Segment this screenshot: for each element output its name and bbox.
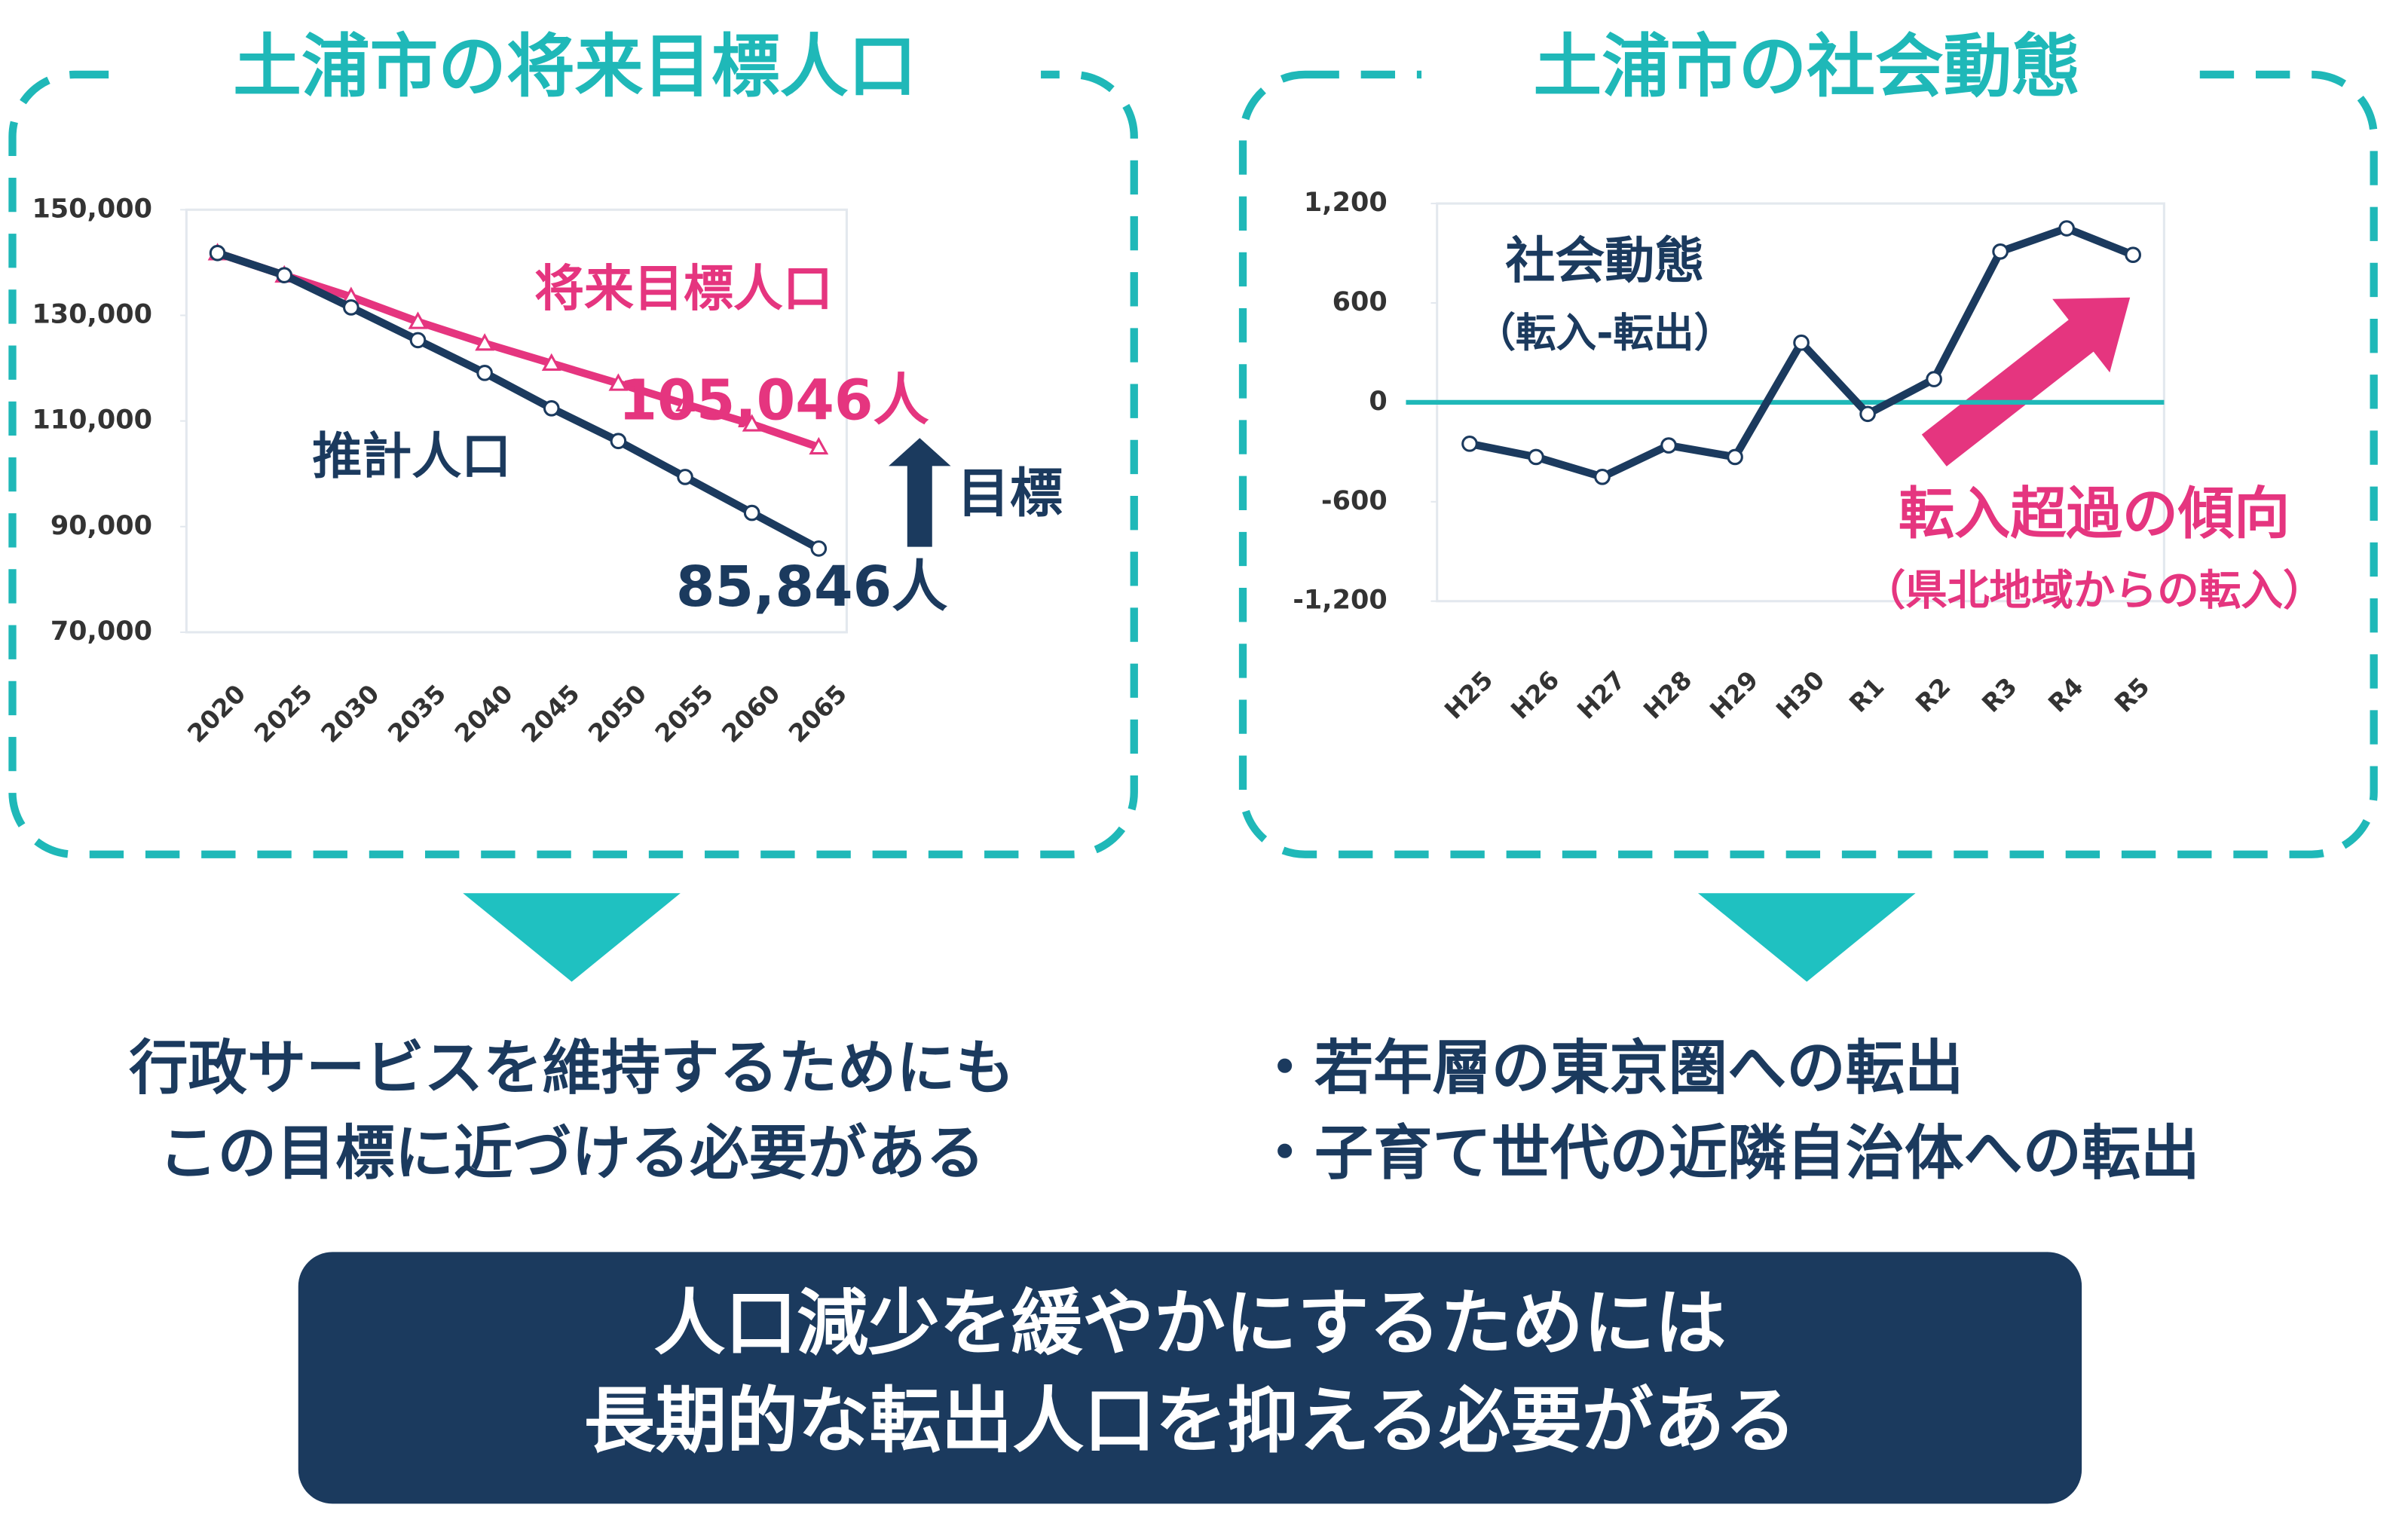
- x-tick-label: 2055: [649, 679, 718, 748]
- note-item: ・子育て世代の近隣自治体への転出: [1256, 1119, 2200, 1188]
- x-tick-label: 2035: [382, 679, 451, 748]
- point-marker: [276, 267, 293, 284]
- title-backdrop: [109, 31, 1042, 118]
- panel-border: [8, 70, 1138, 858]
- title-backdrop: [1421, 31, 2198, 118]
- point-marker: [1461, 436, 1478, 452]
- conclusion-box: [298, 1252, 2082, 1504]
- series-line: [216, 249, 820, 451]
- note-line: 行政サービスを維持するためにも: [129, 1034, 1014, 1103]
- point-marker: [1660, 437, 1677, 454]
- point-marker: [343, 299, 360, 316]
- point-marker: [1793, 334, 1810, 351]
- y-tick-label: -1,200: [1293, 585, 1387, 616]
- point-marker: [809, 436, 829, 455]
- point-marker: [608, 373, 629, 391]
- x-tick-label: 2040: [448, 679, 518, 748]
- point-marker: [1594, 469, 1611, 485]
- y-tick-label: 70,000: [50, 616, 152, 647]
- x-tick-label: H25: [1439, 665, 1499, 725]
- point-marker: [209, 244, 226, 261]
- point-marker: [408, 311, 428, 329]
- point-marker: [810, 540, 828, 557]
- x-tick-label: R1: [1843, 671, 1890, 718]
- point-marker: [2058, 220, 2075, 237]
- conclusion-line: 人口減少を緩やかにするためには: [653, 1282, 1726, 1365]
- series-label: 社会動態: [1505, 231, 1704, 289]
- down-arrow: [463, 893, 681, 982]
- annotation: 目標: [957, 463, 1063, 525]
- x-tick-label: H26: [1505, 665, 1565, 725]
- chart-subtitle: （転入-転出）: [1475, 309, 1734, 356]
- x-tick-label: H29: [1704, 665, 1764, 725]
- x-tick-label: R2: [1910, 671, 1957, 718]
- point-marker: [475, 333, 495, 351]
- chart-title: 土浦市の将来目標人口: [233, 28, 916, 107]
- x-tick-label: 2065: [783, 679, 852, 748]
- point-marker: [1528, 448, 1544, 466]
- point-marker: [675, 393, 695, 411]
- note-item: ・若年層の東京圏への転出: [1256, 1034, 1964, 1103]
- x-tick-label: H27: [1571, 665, 1632, 725]
- y-tick-label: 0: [1369, 386, 1387, 417]
- x-tick-label: 2060: [716, 679, 785, 748]
- point-marker: [1859, 405, 1876, 423]
- point-marker: [476, 365, 493, 381]
- point-marker: [742, 414, 762, 432]
- series-label: 将来目標人口: [534, 260, 833, 318]
- down-arrow: [1697, 893, 1916, 982]
- x-tick-label: H28: [1638, 665, 1698, 725]
- point-marker: [1727, 448, 1743, 466]
- point-marker: [2125, 246, 2141, 264]
- x-tick-label: R5: [2109, 671, 2156, 718]
- x-tick-label: 2030: [315, 679, 384, 748]
- x-tick-label: H30: [1770, 665, 1831, 725]
- y-tick-label: 130,000: [32, 298, 152, 329]
- x-tick-label: 2025: [249, 679, 318, 748]
- point-marker: [610, 433, 627, 450]
- x-tick-label: R3: [1976, 671, 2023, 718]
- trend-arrow-shape: [1921, 297, 2131, 466]
- panel-border: [1238, 70, 2378, 858]
- note-line: この目標に近づける必要がある: [158, 1119, 984, 1188]
- point-marker: [677, 469, 693, 485]
- y-tick-label: 600: [1333, 286, 1388, 317]
- point-marker: [409, 332, 427, 349]
- annotation: （県北地域からの転入）: [1864, 567, 2325, 616]
- x-tick-label: 2020: [182, 679, 251, 748]
- series-label: 推計人口: [312, 427, 511, 485]
- x-tick-label: 2050: [583, 679, 652, 748]
- y-tick-label: 1,200: [1304, 187, 1388, 218]
- x-tick-label: R4: [2042, 671, 2089, 718]
- value-label: 85,846人: [676, 555, 947, 619]
- point-marker: [743, 504, 760, 521]
- trend-arrow: [1921, 297, 2131, 466]
- conclusion-line: 長期的な転出人口を抑える必要がある: [584, 1380, 1797, 1463]
- y-tick-label: 90,000: [50, 510, 152, 541]
- annotation: 転入超過の傾向: [1899, 482, 2290, 546]
- series-line: [216, 249, 821, 552]
- chart-title: 土浦市の社会動態: [1534, 28, 2081, 107]
- point-marker: [543, 399, 560, 417]
- x-tick-label: 2045: [516, 679, 585, 748]
- y-tick-label: 110,000: [32, 405, 152, 436]
- value-label: 105,046人: [619, 368, 929, 433]
- point-marker: [1992, 243, 2009, 260]
- y-tick-label: -600: [1321, 485, 1388, 516]
- point-marker: [1926, 371, 1942, 387]
- goal-arrow: [889, 438, 951, 547]
- y-tick-label: 150,000: [32, 193, 152, 224]
- point-marker: [541, 353, 561, 372]
